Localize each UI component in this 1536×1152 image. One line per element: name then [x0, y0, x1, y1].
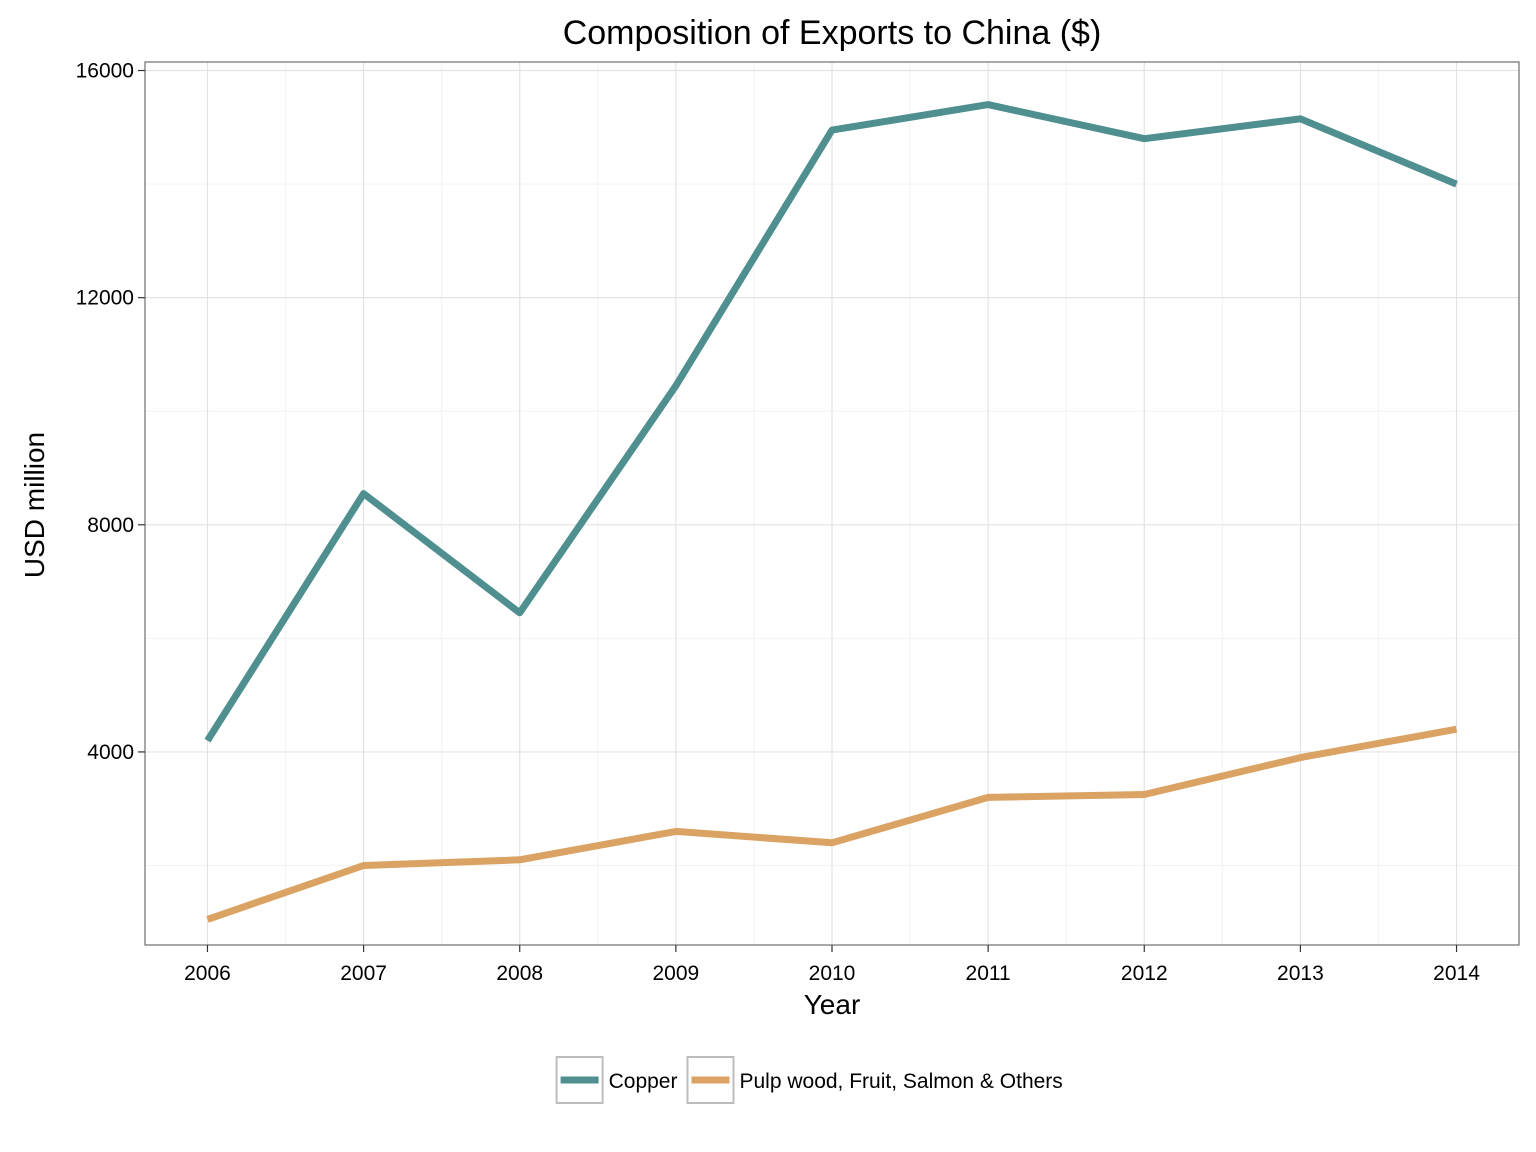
x-tick-label: 2014 [1433, 962, 1480, 985]
y-tick-label: 12000 [76, 287, 134, 310]
legend-label-pulp-wood-fruit-salmon-others: Pulp wood, Fruit, Salmon & Others [739, 1070, 1062, 1093]
series-line-copper [204, 101, 1458, 743]
x-tick-label: 2013 [1277, 962, 1324, 985]
x-tick-label: 2007 [340, 962, 387, 985]
x-axis-title: Year [804, 989, 861, 1020]
series-line-pulp-wood-fruit-salmon-others [206, 725, 1458, 923]
y-tick-label: 16000 [76, 60, 134, 83]
x-tick-label: 2009 [653, 962, 700, 985]
series-layer [204, 101, 1458, 923]
gridlines [145, 62, 1519, 945]
y-axis: 4000 8000 12000 16000 [76, 60, 145, 764]
x-tick-label: 2008 [496, 962, 543, 985]
legend: Copper Pulp wood, Fruit, Salmon & Others [555, 1056, 1063, 1104]
y-tick-label: 8000 [87, 514, 134, 537]
legend-label-copper: Copper [609, 1070, 678, 1093]
x-axis: 2006 2007 2008 2009 2010 2011 2012 2013 2014 [184, 945, 1480, 985]
y-tick-label: 4000 [87, 741, 134, 764]
x-tick-label: 2006 [184, 962, 231, 985]
chart-title: Composition of Exports to China ($) [563, 14, 1102, 52]
x-tick-label: 2012 [1121, 962, 1168, 985]
y-axis-title: USD million [19, 432, 50, 578]
x-tick-label: 2010 [809, 962, 856, 985]
x-tick-label: 2011 [966, 962, 1011, 985]
